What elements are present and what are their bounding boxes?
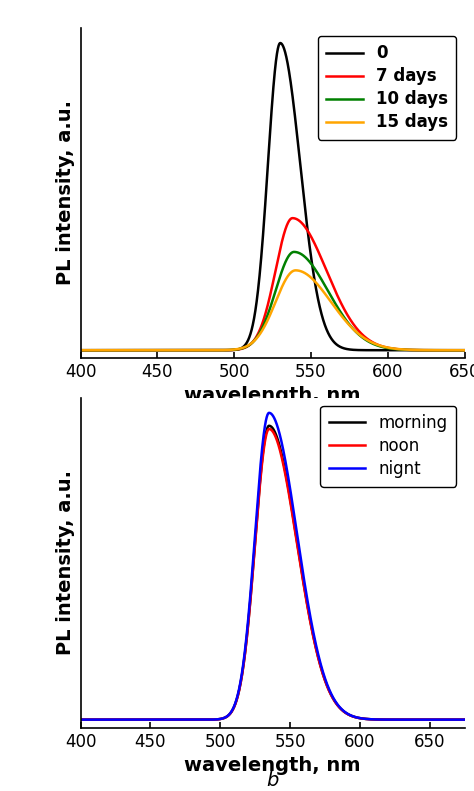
0 xyxy=(78,346,83,355)
0 xyxy=(462,346,467,355)
noon xyxy=(225,711,231,721)
0 xyxy=(277,38,283,47)
7 days xyxy=(413,346,419,355)
Legend: 0, 7 days, 10 days, 15 days: 0, 7 days, 10 days, 15 days xyxy=(318,36,456,140)
Y-axis label: PL intensity, a.u.: PL intensity, a.u. xyxy=(56,470,75,655)
morning xyxy=(144,715,150,725)
Line: 0: 0 xyxy=(81,43,465,350)
nignt xyxy=(462,715,467,725)
7 days xyxy=(225,346,231,355)
noon xyxy=(462,715,467,725)
15 days xyxy=(225,345,231,354)
7 days xyxy=(144,346,150,355)
Line: morning: morning xyxy=(81,426,465,720)
morning xyxy=(225,711,231,721)
0 xyxy=(454,346,460,355)
0 xyxy=(121,346,127,355)
morning xyxy=(242,653,247,662)
Line: nignt: nignt xyxy=(81,413,465,720)
nignt xyxy=(78,715,83,725)
7 days xyxy=(454,346,460,355)
0 xyxy=(242,341,247,350)
Text: a: a xyxy=(266,401,279,420)
Line: 10 days: 10 days xyxy=(81,252,465,350)
10 days xyxy=(462,346,467,355)
nignt xyxy=(121,715,127,725)
morning xyxy=(413,715,419,725)
10 days xyxy=(144,346,150,355)
morning xyxy=(266,421,272,430)
10 days xyxy=(78,346,83,355)
10 days xyxy=(292,247,297,256)
nignt xyxy=(225,711,231,721)
Line: noon: noon xyxy=(81,429,465,720)
Line: 15 days: 15 days xyxy=(81,271,465,350)
15 days xyxy=(413,345,419,354)
15 days xyxy=(78,346,83,355)
7 days xyxy=(290,214,295,223)
15 days xyxy=(293,266,299,275)
0 xyxy=(144,346,150,355)
7 days xyxy=(242,343,247,353)
10 days xyxy=(242,343,247,352)
15 days xyxy=(454,346,460,355)
noon xyxy=(78,715,83,725)
7 days xyxy=(462,346,467,355)
7 days xyxy=(121,346,127,355)
10 days xyxy=(454,346,460,355)
7 days xyxy=(78,346,83,355)
Y-axis label: PL intensity, a.u.: PL intensity, a.u. xyxy=(56,100,75,286)
nignt xyxy=(454,715,460,725)
0 xyxy=(413,346,419,355)
noon xyxy=(121,715,127,725)
nignt xyxy=(266,408,272,418)
15 days xyxy=(242,343,247,352)
15 days xyxy=(121,346,127,355)
X-axis label: wavelength, nm: wavelength, nm xyxy=(184,386,361,405)
Line: 7 days: 7 days xyxy=(81,218,465,350)
noon xyxy=(144,715,150,725)
0 xyxy=(225,346,231,355)
15 days xyxy=(462,346,467,355)
morning xyxy=(454,715,460,725)
15 days xyxy=(144,346,150,355)
Text: b: b xyxy=(266,770,279,789)
morning xyxy=(78,715,83,725)
nignt xyxy=(413,715,419,725)
Legend: morning, noon, nignt: morning, noon, nignt xyxy=(320,406,456,486)
noon xyxy=(413,715,419,725)
morning xyxy=(121,715,127,725)
morning xyxy=(462,715,467,725)
nignt xyxy=(242,650,247,660)
noon xyxy=(454,715,460,725)
10 days xyxy=(225,346,231,355)
10 days xyxy=(413,346,419,355)
noon xyxy=(242,653,247,663)
nignt xyxy=(144,715,150,725)
noon xyxy=(266,424,272,433)
10 days xyxy=(121,346,127,355)
X-axis label: wavelength, nm: wavelength, nm xyxy=(184,756,361,775)
